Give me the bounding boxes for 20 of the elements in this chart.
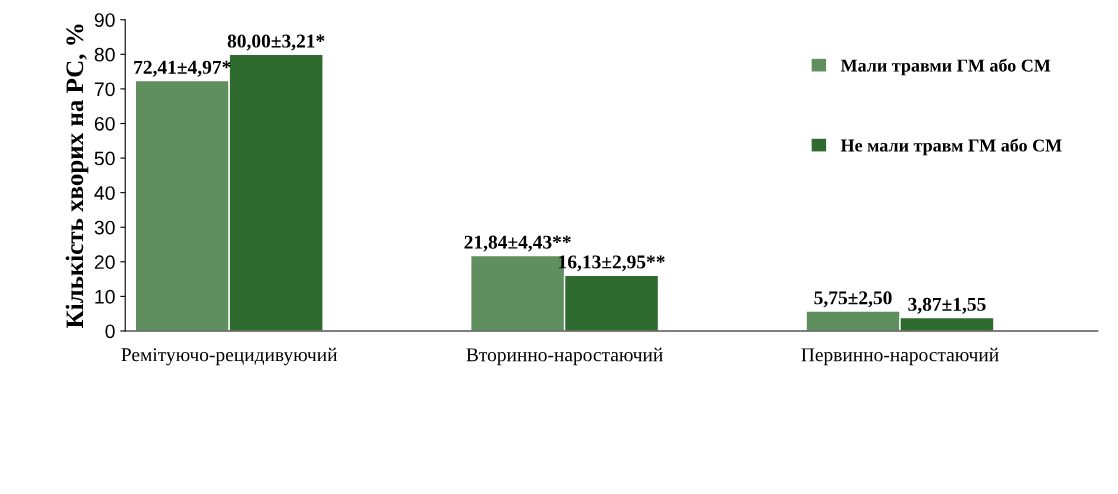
y-tick-label: 30	[94, 220, 115, 235]
data-label: 5,75±2,50	[814, 291, 892, 308]
x-tick-label: Ремітуючо-рецидивуючий	[121, 347, 338, 366]
y-tick-label: 10	[95, 289, 115, 304]
y-tick-label: 70	[94, 82, 115, 97]
x-tick-label: Первинно-наростаючий	[801, 347, 999, 366]
y-tick-label: 0	[105, 324, 115, 339]
legend-label: Не мали травм ГМ або СМ	[840, 138, 1062, 156]
y-tick-label: 40	[94, 186, 115, 200]
y-axis-title: Кількість хворих на РС, %	[65, 24, 89, 329]
data-label: 21,84±4,43**	[464, 235, 571, 252]
y-tick-label: 50	[94, 151, 115, 166]
y-tick-label: 60	[94, 116, 115, 131]
y-tick-label: 80	[94, 47, 115, 62]
data-label: 3,87±1,55	[908, 297, 986, 314]
y-tick-label: 20	[94, 255, 115, 270]
x-tick-label: Вторинно-наростаючий	[466, 347, 663, 366]
legend-label: Мали травми ГМ або СМ	[840, 58, 1051, 76]
data-label: 80,00±3,21*	[227, 34, 325, 51]
y-tick-label: 90	[94, 13, 115, 27]
